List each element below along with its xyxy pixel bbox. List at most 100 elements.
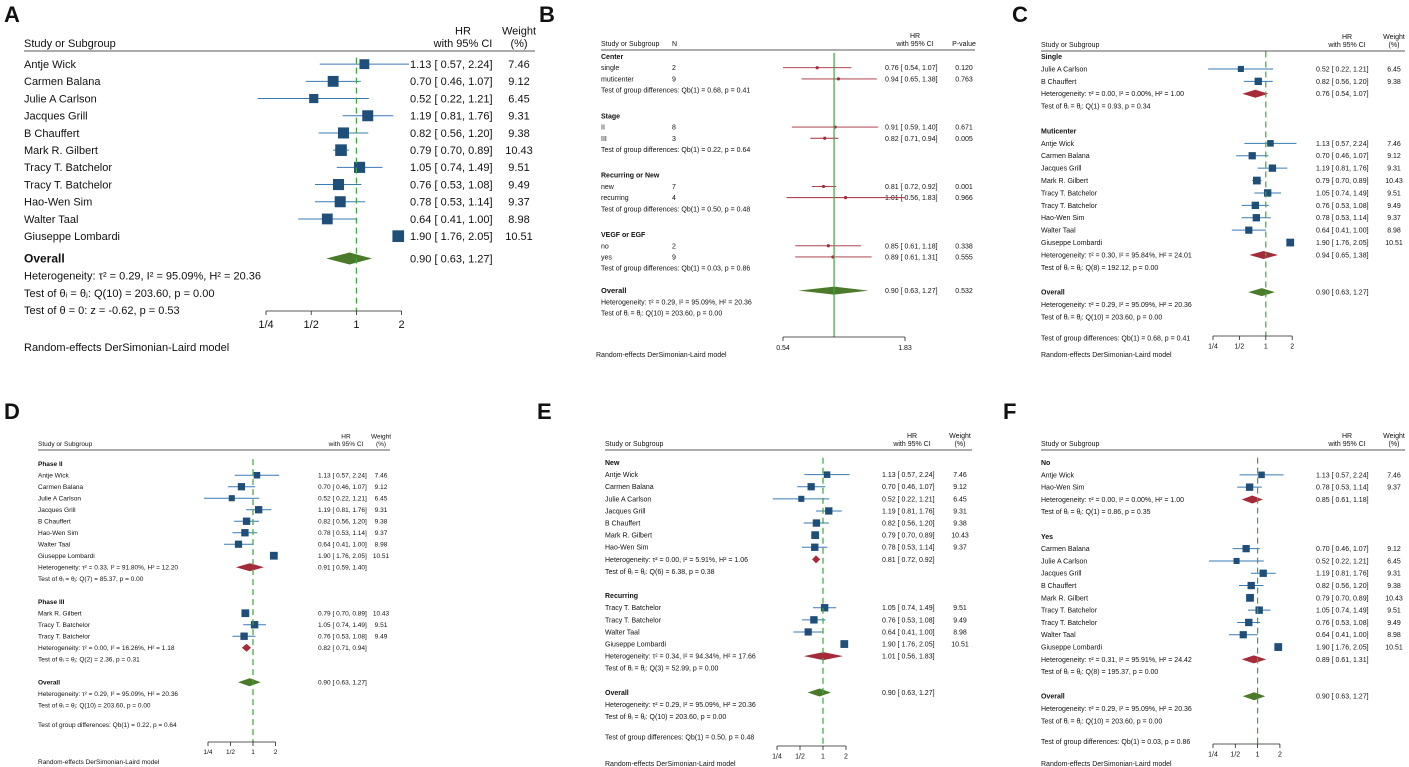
x-tick-label: 1/4	[258, 319, 273, 331]
col-header-weight-unit: (%)	[1389, 42, 1400, 49]
study-weight: 9.51	[375, 622, 388, 629]
study-marker	[234, 540, 243, 548]
overall-stat: Heterogeneity: τ² = 0.29, I² = 95.09%, H…	[605, 702, 756, 709]
study-weight: 9.12	[953, 484, 967, 491]
study-marker	[237, 483, 246, 491]
subgroup-test: Test of θᵢ = θⱼ: Q(2) = 2.36, p = 0.31	[38, 657, 140, 664]
section-heading: Muticenter	[1041, 128, 1077, 135]
subgroup-hr-ci: 0.76 [ 0.54, 1.07]	[1316, 91, 1369, 98]
x-tick-label: 0.54	[776, 345, 790, 352]
panel-label: A	[4, 2, 20, 27]
study-row: Julie A Carlson 0.52 [ 0.22, 1.21] 6.45	[1041, 557, 1401, 565]
study-row: Jacques Grill 1.19 [ 0.81, 1.76] 9.31	[1041, 569, 1401, 578]
study-weight: 6.45	[508, 93, 529, 105]
subgroup-name: no	[601, 243, 609, 250]
overall-label: Overall	[1041, 290, 1065, 297]
subgroup-test: Test of θᵢ = θⱼ: Q(3) = 52.99, p = 0.00	[605, 666, 719, 673]
overall-hr-ci: 0.90 [ 0.63, 1.27]	[882, 690, 935, 697]
col-header-study: Study or Subgroup	[1041, 42, 1099, 49]
col-header-ci: with 95% CI	[892, 441, 930, 448]
subgroup-heterogeneity: Heterogeneity: τ² = 0.00, I² = 16.26%, H…	[38, 645, 175, 652]
study-row: Tracy T. Batchelor 1.05 [ 0.74, 1.49] 9.51	[24, 161, 530, 174]
study-marker	[321, 213, 333, 225]
group-difference-test: Test of group differences: Qb(1) = 0.50,…	[601, 206, 750, 213]
subgroup-n: 2	[672, 65, 676, 72]
study-marker	[804, 628, 812, 636]
subgroup-diamond	[241, 643, 251, 652]
study-hr-ci: 1.90 [ 1.76, 2.05]	[410, 231, 493, 243]
subgroup-hr-ci: 0.91 [ 0.59, 1.40]	[318, 565, 367, 572]
study-name: Julie A Carlson	[1041, 66, 1087, 73]
col-header-weight-unit: (%)	[376, 441, 386, 448]
study-row: Tracy T. Batchelor 1.05 [ 0.74, 1.49] 9.51	[1041, 606, 1401, 615]
subgroup-n: 7	[672, 184, 676, 191]
x-tick-label: 1/2	[226, 749, 235, 756]
study-marker	[392, 230, 405, 242]
study-hr-ci: 1.13 [ 0.57, 2.24]	[1316, 472, 1369, 479]
study-name: Carmen Balana	[1041, 546, 1090, 553]
study-name: Julie A Carlson	[605, 496, 651, 503]
point-estimate	[823, 136, 827, 140]
study-row: Tracy T. Batchelor 0.76 [ 0.53, 1.08] 9.49	[38, 632, 388, 641]
study-hr-ci: 1.90 [ 1.76, 2.05]	[882, 642, 935, 649]
study-name: Julie A Carlson	[38, 496, 81, 503]
panel-label: C	[1012, 2, 1028, 27]
study-name: Tracy T. Batchelor	[38, 622, 91, 629]
study-hr-ci: 0.52 [ 0.22, 1.21]	[318, 496, 367, 503]
section-heading: Yes	[1041, 534, 1053, 541]
overall-stat: Test of θᵢ = θⱼ: Q(10) = 203.60, p = 0.0…	[1041, 718, 1162, 725]
study-hr-ci: 0.78 [ 0.53, 1.14]	[1316, 485, 1369, 492]
study-name: Jacques Grill	[38, 507, 76, 514]
study-hr-ci: 0.79 [ 0.70, 0.89]	[882, 533, 935, 540]
point-estimate	[815, 66, 819, 70]
study-row: Hao-Wen Sim 0.78 [ 0.53, 1.14] 9.37	[605, 543, 967, 552]
subgroup-hr-ci: 0.85 [ 0.61, 1.18]	[885, 243, 938, 250]
subgroup-pvalue: 0.338	[955, 243, 973, 250]
study-name: Walter Taal	[24, 214, 78, 226]
subgroup-pvalue: 0.005	[955, 136, 973, 143]
panel-label: D	[4, 399, 20, 424]
section-heading: Single	[1041, 54, 1062, 61]
subgroup-name: yes	[601, 254, 612, 261]
overall-label: Overall	[601, 286, 626, 295]
overall-stat: Heterogeneity: τ² = 0.29, I² = 95.09%, H…	[1041, 706, 1192, 713]
col-header-weight-unit: (%)	[1389, 441, 1400, 448]
section-heading: Recurring	[605, 593, 638, 600]
x-tick-label: 1	[1264, 343, 1268, 350]
study-name: Tracy T. Batchelor	[24, 162, 112, 174]
study-row: Tracy T. Batchelor 0.76 [ 0.53, 1.08] 9.49	[605, 616, 967, 624]
study-marker	[240, 632, 248, 640]
study-row: B Chauffert 0.82 [ 0.56, 1.20] 9.38	[1041, 77, 1401, 86]
study-weight: 9.51	[1387, 190, 1401, 197]
overall-stat: Test of θᵢ = θⱼ: Q(10) = 203.60, p = 0.0…	[601, 310, 722, 317]
overall-stat: Test of group differences: Qb(1) = 0.68,…	[1041, 335, 1190, 342]
study-weight: 9.38	[1387, 583, 1401, 590]
subgroup-hr-ci: 1.01 [ 0.56, 1.83]	[885, 195, 938, 202]
overall-hr-ci: 0.90 [ 0.63, 1.27]	[318, 680, 367, 687]
group-heading: Stage	[601, 113, 620, 120]
col-header-hr: HR	[910, 33, 920, 40]
study-hr-ci: 1.13 [ 0.57, 2.24]	[1316, 141, 1369, 148]
study-hr-ci: 0.64 [ 0.41, 1.00]	[410, 214, 493, 226]
study-weight: 9.49	[508, 179, 529, 191]
subgroup-row: no 2 0.85 [ 0.61, 1.18] 0.338	[601, 243, 973, 250]
overall-stat: Heterogeneity: τ² = 0.29, I² = 95.09%, H…	[24, 271, 261, 283]
study-row: Jacques Grill 1.19 [ 0.81, 1.76] 9.31	[24, 110, 530, 123]
study-row: Hao-Wen Sim 0.78 [ 0.53, 1.14] 9.37	[38, 529, 388, 537]
subgroup-pvalue: 0.671	[955, 125, 973, 132]
overall-stat: Test of θᵢ = θⱼ: Q(10) = 203.60, p = 0.0…	[24, 288, 214, 300]
study-name: B Chauffert	[605, 521, 640, 528]
study-name: Mark R. Gilbert	[38, 611, 82, 618]
study-row: Mark R. Gilbert 0.79 [ 0.70, 0.89] 10.43	[605, 531, 969, 540]
study-weight: 7.46	[953, 472, 967, 479]
study-marker	[1267, 140, 1274, 147]
col-header-weight: Weight	[1383, 34, 1405, 41]
study-row: Carmen Balana 0.70 [ 0.46, 1.07] 9.12	[1041, 545, 1401, 553]
subgroup-hr-ci: 0.94 [ 0.65, 1.38]	[1316, 252, 1369, 259]
subgroup-hr-ci: 0.81 [ 0.72, 0.92]	[882, 557, 935, 564]
study-name: Walter Taal	[605, 629, 640, 636]
study-hr-ci: 1.13 [ 0.57, 2.24]	[318, 473, 367, 480]
subgroup-diamond	[1242, 89, 1269, 98]
study-hr-ci: 1.05 [ 0.74, 1.49]	[318, 622, 367, 629]
